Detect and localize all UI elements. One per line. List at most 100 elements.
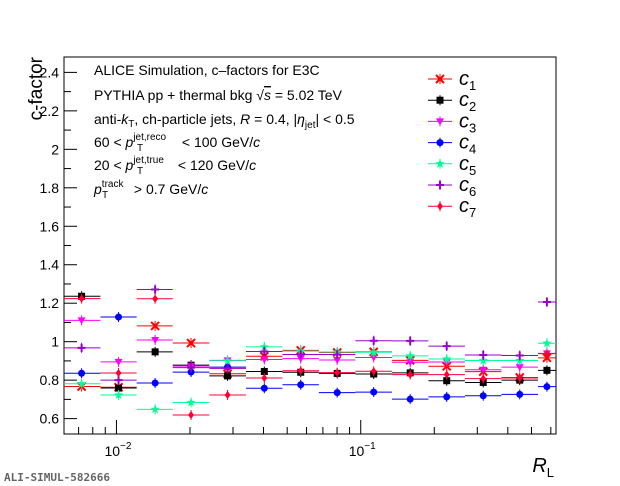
y-tick-label: 1.6 <box>40 218 60 234</box>
data-point <box>478 355 488 365</box>
data-point <box>188 410 195 419</box>
legend-marker <box>435 74 445 84</box>
data-point <box>515 351 524 360</box>
data-point <box>406 395 414 403</box>
series-c6 <box>64 284 556 386</box>
data-point <box>442 342 451 351</box>
legend-item: c7 <box>428 195 476 220</box>
data-point <box>370 367 377 376</box>
data-point <box>296 350 305 359</box>
y-tick-label: 1.2 <box>40 295 60 311</box>
legend-marker <box>436 139 444 147</box>
annotation-line-6: ptrack T > 0.7 GeV/c <box>93 179 208 201</box>
data-point <box>187 363 196 372</box>
data-point <box>77 317 86 325</box>
data-point <box>151 379 159 387</box>
series-c7 <box>64 293 556 420</box>
y-tick-label: 1 <box>51 334 59 350</box>
data-point <box>186 397 196 407</box>
legend-marker <box>436 118 444 126</box>
x-axis-title: RL <box>532 455 554 480</box>
annotation-line-5: 20 < pjet,true T < 120 GeV/c <box>94 155 256 177</box>
data-point <box>515 364 524 372</box>
data-point <box>543 383 551 391</box>
data-layer <box>64 284 556 420</box>
data-point <box>542 338 552 348</box>
data-point <box>405 350 415 360</box>
data-point <box>369 336 378 345</box>
data-point <box>480 374 487 383</box>
data-point <box>297 366 304 375</box>
data-point <box>370 388 378 396</box>
data-point <box>113 389 124 399</box>
legend-item: c5 <box>428 153 476 178</box>
legend-label: c7 <box>459 195 476 220</box>
data-point <box>78 369 86 377</box>
legend-label: c1 <box>459 68 476 93</box>
data-point <box>186 338 196 348</box>
data-point <box>369 354 378 362</box>
legend-marker <box>436 96 444 104</box>
data-point <box>151 336 160 344</box>
data-point <box>516 390 524 398</box>
data-point <box>224 390 231 399</box>
data-point <box>260 356 269 364</box>
data-point <box>150 404 160 414</box>
annotation-line-4: 60 < pjet,reco T < 100 GeV/c <box>94 132 260 154</box>
data-point <box>333 356 342 364</box>
data-point <box>407 370 414 379</box>
data-point <box>115 369 122 378</box>
legend-item: c4 <box>428 132 476 157</box>
data-point <box>443 370 450 379</box>
data-point <box>479 350 488 359</box>
legend-label: c5 <box>459 153 476 178</box>
data-point <box>76 378 87 388</box>
data-point <box>77 343 86 352</box>
x-tick-label: 10−1 <box>349 441 376 459</box>
y-tick-label: 1.8 <box>40 180 60 196</box>
series-c3 <box>64 315 556 375</box>
legend-marker <box>437 202 443 211</box>
y-tick-label: 0.8 <box>40 372 60 388</box>
data-point <box>151 285 160 294</box>
data-point <box>223 364 232 373</box>
annotation-line-2: PYTHIA pp + thermal bkg √s = 5.02 TeV <box>94 87 343 103</box>
y-tick-label: 1.4 <box>40 257 60 273</box>
data-point <box>151 348 159 356</box>
data-point <box>443 393 451 401</box>
data-point <box>261 374 268 383</box>
data-point <box>224 372 232 380</box>
data-point <box>150 321 160 331</box>
data-point <box>368 347 379 357</box>
data-point <box>259 341 270 351</box>
data-point <box>260 384 268 392</box>
y-tick-label: 0.6 <box>40 411 60 427</box>
legend-item: c2 <box>428 89 476 114</box>
data-point <box>479 366 488 374</box>
y-tick-label: 2.4 <box>40 64 60 80</box>
legend-item: c3 <box>428 110 476 135</box>
data-point <box>441 353 452 364</box>
data-point <box>516 374 523 383</box>
data-point <box>152 294 159 303</box>
data-point <box>443 377 451 385</box>
legend-marker <box>435 158 445 168</box>
data-point <box>406 336 415 345</box>
annotation-block: ALICE Simulation, c–factors for E3C PYTH… <box>93 62 355 201</box>
data-point <box>406 359 415 367</box>
legend-label: c3 <box>459 110 476 135</box>
data-point <box>543 366 551 374</box>
y-tick-label: 2.2 <box>40 103 60 119</box>
y-axis-title: c-factor <box>26 56 47 120</box>
legend-item: c6 <box>428 174 476 199</box>
data-point <box>115 313 123 321</box>
data-point <box>260 367 268 375</box>
data-point <box>333 350 342 359</box>
legend-label: c2 <box>459 89 476 114</box>
legend-marker <box>436 181 444 189</box>
figure-id-label: ALI-SIMUL-582666 <box>4 471 110 484</box>
data-point <box>114 358 123 366</box>
y-axis: 0.6 0.8 1 1.2 1.4 1.6 1.8 2 2.2 2.4 <box>40 64 77 427</box>
x-tick-label: 10−2 <box>104 441 131 459</box>
data-point <box>260 347 269 356</box>
